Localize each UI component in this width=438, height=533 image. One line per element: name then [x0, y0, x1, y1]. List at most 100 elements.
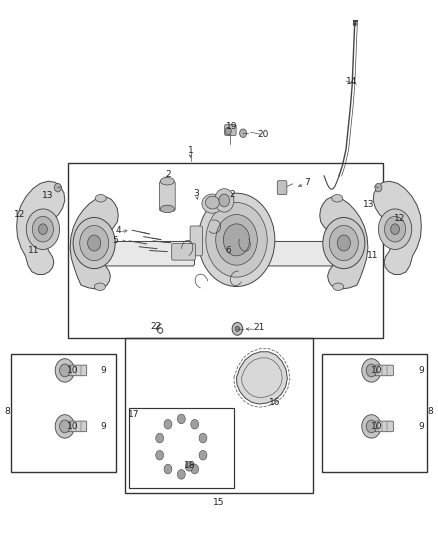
Text: 14: 14: [346, 77, 357, 85]
Circle shape: [60, 364, 70, 377]
FancyBboxPatch shape: [277, 181, 287, 195]
Circle shape: [391, 224, 399, 235]
Circle shape: [55, 359, 74, 382]
Circle shape: [362, 359, 381, 382]
Text: 3: 3: [193, 189, 199, 198]
Text: 21: 21: [254, 324, 265, 332]
Text: 10: 10: [67, 367, 78, 375]
Circle shape: [88, 235, 101, 251]
Text: 18: 18: [184, 462, 195, 470]
Text: 11: 11: [28, 246, 40, 255]
Circle shape: [26, 209, 60, 249]
Circle shape: [156, 450, 164, 460]
Circle shape: [223, 224, 250, 256]
FancyBboxPatch shape: [375, 421, 393, 432]
Text: 10: 10: [371, 367, 382, 375]
Circle shape: [55, 415, 74, 438]
Text: 16: 16: [269, 398, 281, 407]
Circle shape: [32, 216, 53, 242]
Circle shape: [225, 127, 231, 135]
Polygon shape: [70, 197, 118, 289]
Circle shape: [164, 464, 172, 474]
Circle shape: [199, 450, 207, 460]
Text: 15: 15: [213, 498, 225, 506]
FancyBboxPatch shape: [375, 365, 393, 376]
Circle shape: [235, 326, 240, 332]
Bar: [125, 338, 313, 493]
Text: 10: 10: [67, 422, 78, 431]
Circle shape: [240, 129, 247, 138]
Circle shape: [191, 419, 199, 429]
Ellipse shape: [333, 283, 344, 290]
Circle shape: [385, 216, 406, 242]
Circle shape: [164, 419, 172, 429]
Bar: [129, 408, 234, 488]
FancyBboxPatch shape: [244, 241, 341, 266]
Text: 2: 2: [166, 171, 171, 179]
Ellipse shape: [206, 203, 267, 277]
Circle shape: [39, 224, 47, 235]
Text: 22: 22: [150, 322, 162, 330]
Ellipse shape: [160, 205, 174, 213]
Text: 6: 6: [225, 246, 231, 255]
Circle shape: [177, 414, 185, 424]
Ellipse shape: [95, 195, 106, 202]
Circle shape: [232, 322, 243, 335]
Circle shape: [353, 22, 357, 26]
Circle shape: [54, 183, 61, 192]
Text: 9: 9: [418, 367, 424, 375]
Text: 1: 1: [187, 146, 194, 155]
Circle shape: [73, 217, 115, 269]
Text: 2: 2: [230, 190, 235, 199]
Text: 5: 5: [112, 237, 118, 245]
Polygon shape: [17, 181, 65, 274]
Circle shape: [80, 225, 109, 261]
Text: 11: 11: [367, 252, 379, 260]
FancyBboxPatch shape: [79, 241, 194, 266]
Polygon shape: [237, 352, 287, 404]
Text: 9: 9: [100, 422, 106, 431]
Circle shape: [191, 464, 199, 474]
Text: 19: 19: [226, 123, 238, 131]
Circle shape: [199, 433, 207, 443]
Circle shape: [362, 415, 381, 438]
Text: 13: 13: [363, 200, 374, 209]
Ellipse shape: [332, 195, 343, 202]
Ellipse shape: [205, 196, 219, 209]
Text: 7: 7: [304, 178, 310, 187]
Circle shape: [323, 217, 365, 269]
Circle shape: [177, 470, 185, 479]
Circle shape: [185, 462, 193, 471]
Circle shape: [215, 189, 234, 212]
Text: 13: 13: [42, 191, 54, 200]
Ellipse shape: [160, 177, 174, 185]
Ellipse shape: [198, 193, 275, 286]
Circle shape: [156, 433, 164, 443]
Polygon shape: [373, 181, 421, 274]
Bar: [68, 163, 383, 338]
Text: 12: 12: [394, 214, 405, 223]
FancyBboxPatch shape: [172, 244, 195, 260]
Bar: [322, 354, 427, 472]
Text: 8: 8: [428, 407, 434, 416]
Text: 12: 12: [14, 210, 25, 219]
Ellipse shape: [95, 283, 105, 290]
FancyBboxPatch shape: [68, 365, 87, 376]
Circle shape: [366, 364, 377, 377]
Polygon shape: [320, 197, 368, 289]
Text: 4: 4: [116, 227, 121, 235]
Bar: [11, 354, 116, 472]
Circle shape: [60, 420, 70, 433]
Circle shape: [378, 209, 412, 249]
Text: 8: 8: [4, 407, 10, 416]
FancyBboxPatch shape: [190, 226, 202, 256]
Text: 9: 9: [100, 367, 106, 375]
Circle shape: [375, 183, 382, 192]
Ellipse shape: [202, 194, 223, 213]
Text: 20: 20: [257, 130, 268, 139]
Circle shape: [337, 235, 350, 251]
FancyBboxPatch shape: [159, 181, 175, 211]
Circle shape: [329, 225, 358, 261]
Circle shape: [366, 420, 377, 433]
Circle shape: [219, 194, 230, 207]
